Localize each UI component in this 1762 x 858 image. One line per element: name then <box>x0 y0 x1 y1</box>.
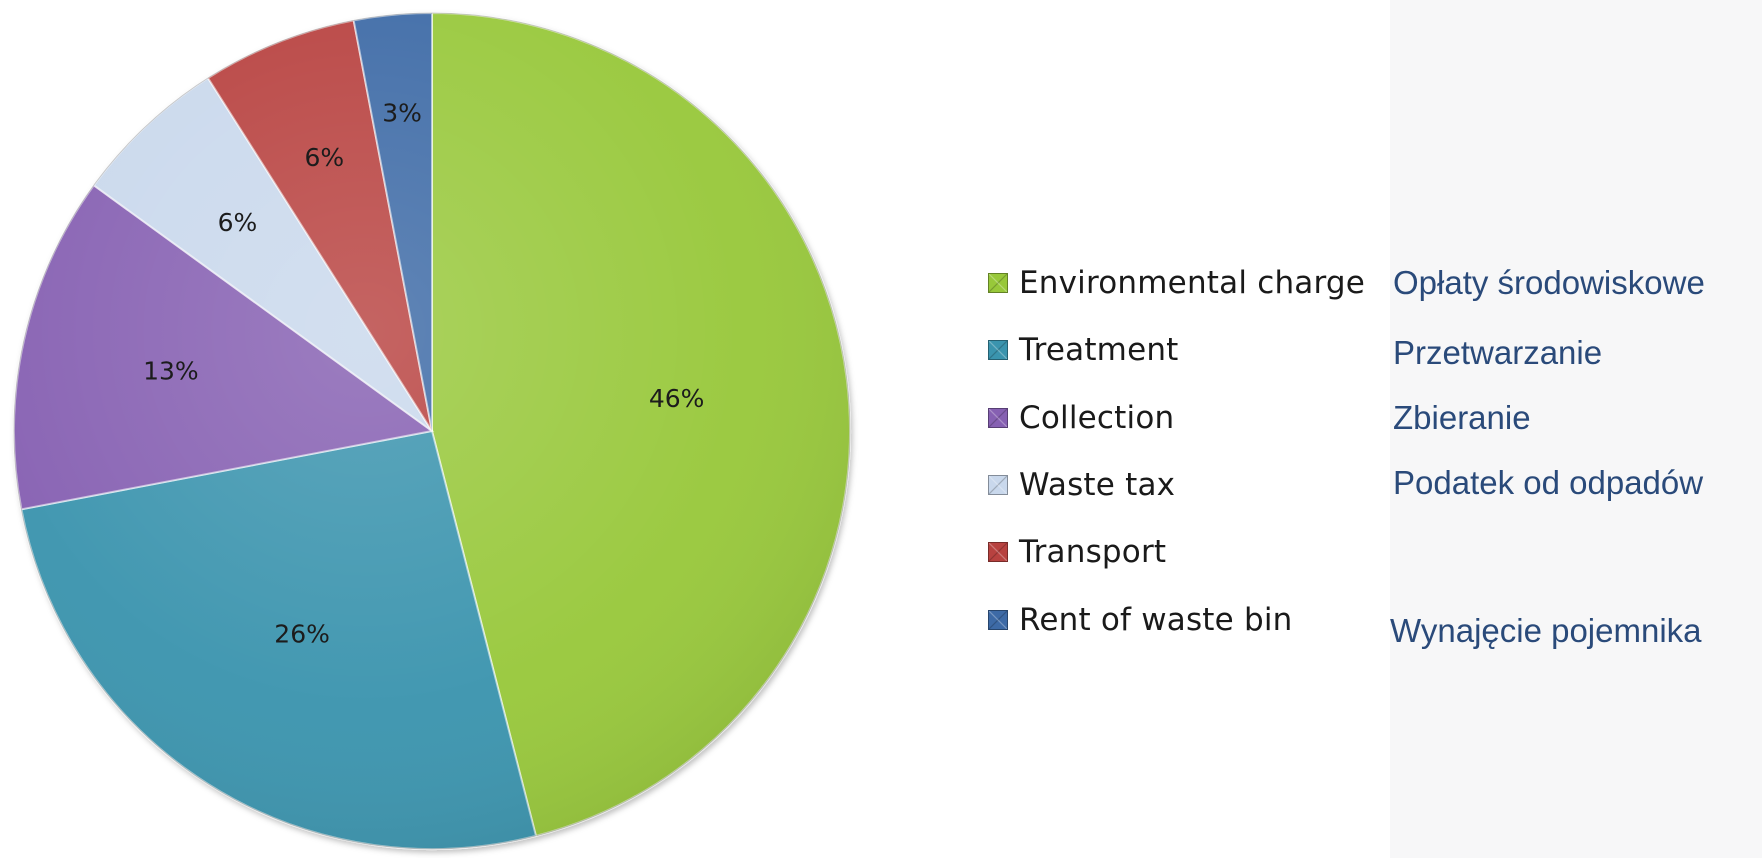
pie-data-label-rent-of-waste-bin: 3% <box>382 99 422 128</box>
legend-label: Transport <box>1019 534 1167 570</box>
translation-environmental-charge: Opłaty środowiskowe <box>1393 264 1705 301</box>
legend-label: Environmental charge <box>1019 265 1366 301</box>
legend-label: Treatment <box>1019 332 1179 368</box>
legend-swatch <box>988 475 1008 495</box>
legend-item-rent-of-waste-bin: Rent of waste bin <box>988 600 1293 640</box>
right-panel-background <box>1390 0 1762 858</box>
translation-treatment: Przetwarzanie <box>1393 334 1603 371</box>
legend-label: Collection <box>1019 400 1175 436</box>
pie-data-label-environmental-charge: 46% <box>649 384 705 413</box>
pie-chart: 46% 26% 13% 6% 6% 3% <box>13 11 851 850</box>
translation-waste-tax: Podatek od odpadów <box>1393 464 1704 501</box>
legend-swatch <box>988 610 1008 630</box>
legend-swatch <box>988 542 1008 562</box>
legend-item-waste-tax: Waste tax <box>988 465 1175 505</box>
pie-data-label-collection: 13% <box>143 357 199 386</box>
legend-label: Waste tax <box>1019 467 1176 503</box>
legend-label: Rent of waste bin <box>1019 602 1293 638</box>
pie-data-label-waste-tax: 6% <box>218 208 258 237</box>
pie-shine-overlay <box>13 12 851 850</box>
legend-swatch <box>988 340 1008 360</box>
pie-data-label-transport: 6% <box>304 143 344 172</box>
legend-item-environmental-charge: Environmental charge <box>988 263 1365 303</box>
translation-collection: Zbieranie <box>1393 399 1531 436</box>
legend-swatch <box>988 273 1008 293</box>
translation-rent-of-waste-bin: Wynajęcie pojemnika <box>1390 612 1702 649</box>
legend-item-transport: Transport <box>988 532 1166 572</box>
legend-item-collection: Collection <box>988 398 1174 438</box>
legend-swatch <box>988 408 1008 428</box>
legend-item-treatment: Treatment <box>988 330 1179 370</box>
pie-data-label-treatment: 26% <box>274 620 330 649</box>
